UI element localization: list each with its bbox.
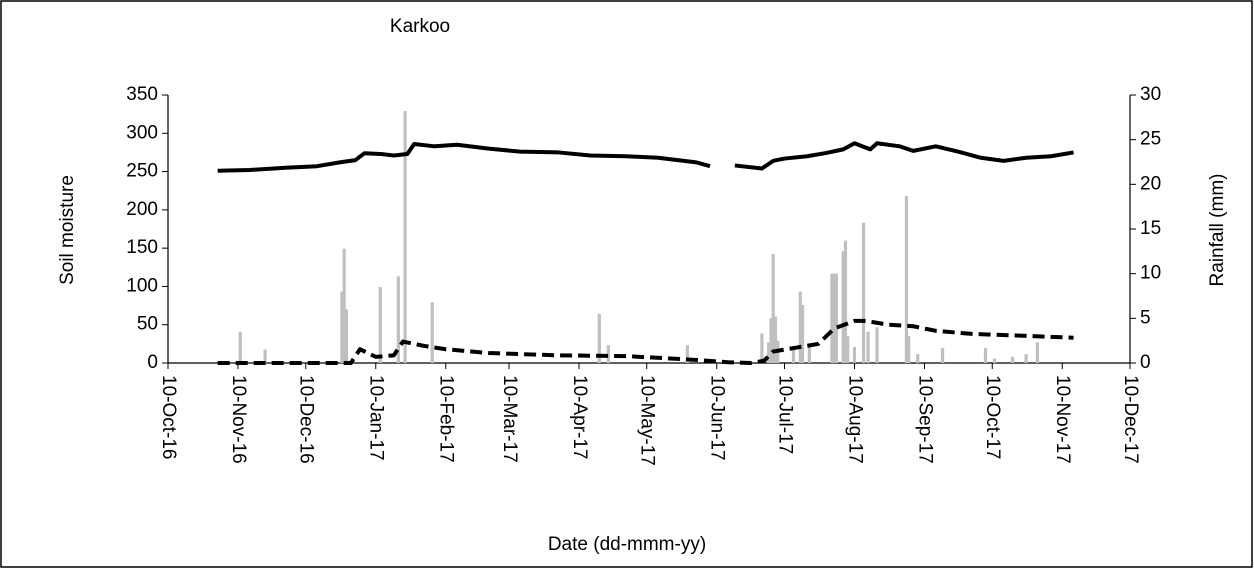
x-tick-label: 10-Nov-16: [228, 375, 249, 464]
y-tick-label: 350: [126, 84, 158, 105]
y2-tick-label: 5: [1140, 307, 1151, 328]
rain-bar: [773, 316, 778, 363]
rain-bar: [430, 302, 434, 363]
y2-tick-label: 20: [1140, 173, 1161, 194]
y-tick-label: 300: [126, 122, 158, 143]
rain-bar: [1035, 342, 1040, 363]
rain-bar: [760, 333, 764, 363]
rain-bar: [771, 254, 775, 363]
x-tick-label: 10-Mar-17: [499, 375, 520, 463]
x-tick-label: 10-Nov-17: [1052, 375, 1073, 464]
y-tick-label: 250: [126, 161, 158, 182]
y-tick-label: 200: [126, 199, 158, 220]
x-tick-label: 10-Feb-17: [436, 375, 457, 463]
y2-tick-label: 30: [1140, 84, 1161, 105]
x-tick-label: 10-Sep-17: [914, 375, 935, 464]
rain-bar: [983, 347, 988, 363]
x-tick-label: 10-Dec-17: [1120, 375, 1141, 464]
rain-bar: [861, 222, 866, 363]
x-tick-label: 10-Jul-17: [774, 375, 795, 454]
rain-bar: [875, 327, 879, 363]
y2-tick-label: 25: [1140, 129, 1161, 150]
moisture-line: [217, 318, 1074, 365]
rain-bar: [396, 276, 400, 363]
rain-bar: [791, 349, 796, 363]
rain-bar: [342, 248, 346, 363]
rain-bar: [1010, 356, 1015, 363]
x-tick-label: 10-Dec-16: [296, 375, 317, 464]
rain-bar: [769, 318, 773, 363]
rain-bar: [834, 273, 839, 363]
y-tick-label: 100: [126, 275, 158, 296]
rain-bar: [606, 345, 610, 363]
rain-bar: [841, 251, 845, 363]
rain-bar: [907, 336, 911, 363]
x-axis-label: Date (dd-mmm-yy): [548, 534, 706, 555]
rain-bar: [843, 240, 848, 363]
x-tick-label: 10-Aug-17: [844, 375, 865, 464]
rain-bar: [798, 291, 802, 363]
rain-bar: [830, 273, 834, 363]
moisture-line: [217, 141, 1074, 173]
y-tick-label: 0: [147, 352, 158, 373]
rain-bar: [832, 273, 836, 363]
y-tick-label: 50: [137, 314, 158, 335]
rain-bar: [940, 347, 945, 363]
rain-bar: [800, 304, 805, 363]
y2-tick-label: 0: [1140, 352, 1151, 373]
rain-bar: [238, 331, 242, 363]
rain-bar: [846, 336, 850, 363]
rain-bar: [904, 195, 909, 363]
rain-bar: [403, 111, 407, 363]
rain-bar: [263, 349, 267, 363]
y-tick-label: 150: [126, 237, 158, 258]
rain-bar: [685, 345, 689, 363]
rain-bar: [597, 313, 601, 363]
rain-bar: [1024, 354, 1028, 363]
rain-bar: [807, 345, 811, 363]
x-tick-label: 10-Oct-17: [982, 375, 1003, 459]
y2-tick-label: 10: [1140, 263, 1161, 284]
y-axis-label: Soil moisture: [57, 175, 78, 285]
x-tick-label: 10-Oct-16: [158, 375, 179, 459]
rain-bar: [340, 291, 344, 363]
rain-bar: [378, 287, 382, 363]
rain-bar: [916, 354, 920, 363]
rain-bar: [866, 331, 870, 363]
rain-bar: [992, 358, 997, 363]
x-tick-label: 10-Jun-17: [707, 375, 728, 461]
x-tick-label: 10-May-17: [637, 375, 658, 466]
rain-bar: [852, 346, 857, 363]
rain-bar: [344, 309, 348, 363]
y2-tick-label: 15: [1140, 218, 1161, 239]
rain-bar: [767, 342, 771, 363]
y2-axis-label: Rainfall (mm): [1207, 174, 1228, 287]
chart-title: Karkoo: [390, 16, 450, 37]
x-tick-label: 10-Apr-17: [569, 375, 590, 460]
x-tick-label: 10-Jan-17: [366, 375, 387, 461]
